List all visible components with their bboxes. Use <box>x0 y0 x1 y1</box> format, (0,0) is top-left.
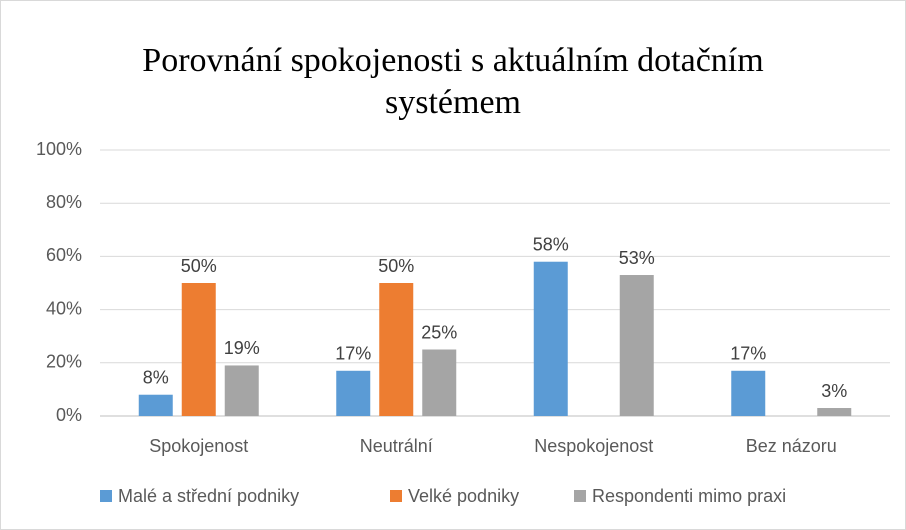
y-tick-label: 60% <box>46 245 82 265</box>
x-tick-label: Bez názoru <box>746 436 837 456</box>
bar <box>138 394 173 416</box>
y-tick-label: 20% <box>46 352 82 372</box>
bar <box>336 370 371 416</box>
legend-swatch <box>390 490 402 502</box>
bar <box>731 370 766 416</box>
data-label: 8% <box>143 367 169 387</box>
y-tick-label: 80% <box>46 192 82 212</box>
legend-label: Respondenti mimo praxi <box>592 486 786 506</box>
x-tick-label: Spokojenost <box>149 436 248 456</box>
data-label: 3% <box>821 381 847 401</box>
bar <box>619 275 654 416</box>
legend-label: Velké podniky <box>408 486 519 506</box>
bar <box>181 283 216 416</box>
legend-label: Malé a střední podniky <box>118 486 299 506</box>
data-label: 58% <box>533 234 569 254</box>
legend-swatch <box>574 490 586 502</box>
bar <box>817 408 852 416</box>
x-tick-label: Neutrální <box>360 436 433 456</box>
data-label: 19% <box>224 338 260 358</box>
legend-swatch <box>100 490 112 502</box>
bar <box>533 261 568 416</box>
x-tick-label: Nespokojenost <box>534 436 653 456</box>
data-label: 53% <box>619 248 655 268</box>
y-tick-label: 0% <box>56 405 82 425</box>
bar <box>224 365 259 416</box>
data-label: 17% <box>730 344 766 364</box>
data-label: 25% <box>421 322 457 342</box>
data-label: 17% <box>335 344 371 364</box>
bar <box>422 349 457 416</box>
data-label: 50% <box>181 256 217 276</box>
bar <box>379 283 414 416</box>
chart-title: Porovnání spokojenosti s aktuálním dotač… <box>142 42 764 121</box>
y-tick-label: 40% <box>46 298 82 318</box>
y-tick-label: 100% <box>36 139 82 159</box>
data-label: 50% <box>378 256 414 276</box>
